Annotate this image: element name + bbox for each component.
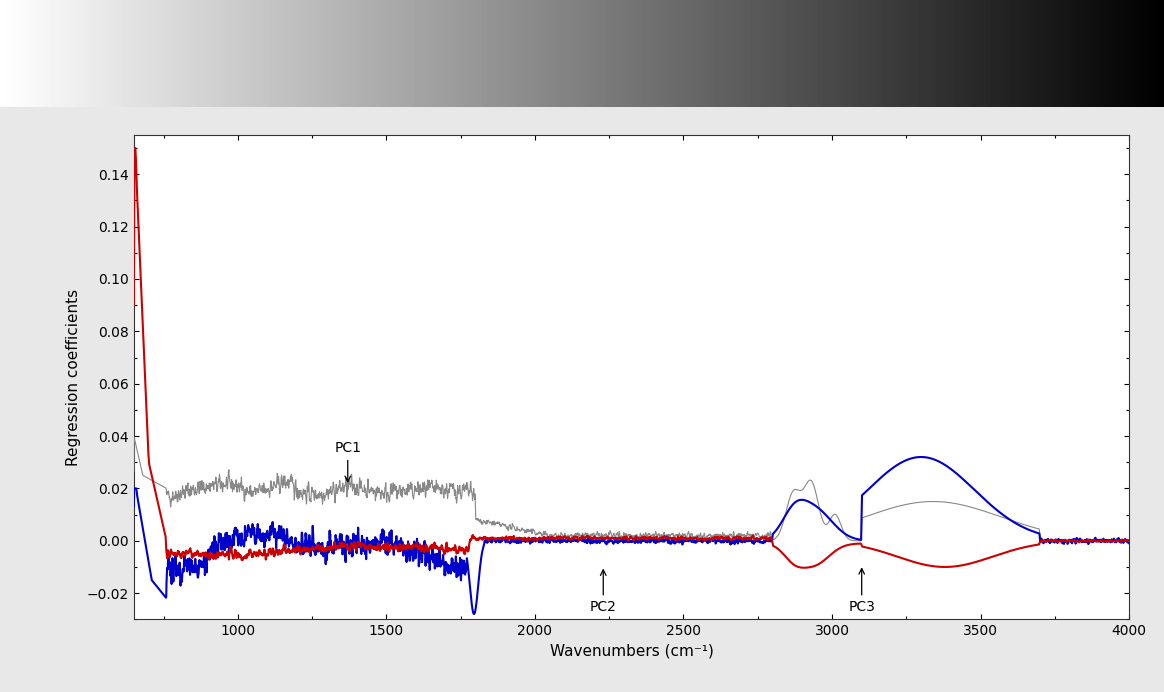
X-axis label: Wavenumbers (cm⁻¹): Wavenumbers (cm⁻¹) bbox=[549, 644, 714, 659]
Text: PC3: PC3 bbox=[849, 569, 875, 614]
Text: PC2: PC2 bbox=[590, 570, 617, 614]
Y-axis label: Regression coefficients: Regression coefficients bbox=[66, 289, 81, 466]
Text: PC1: PC1 bbox=[334, 441, 361, 482]
